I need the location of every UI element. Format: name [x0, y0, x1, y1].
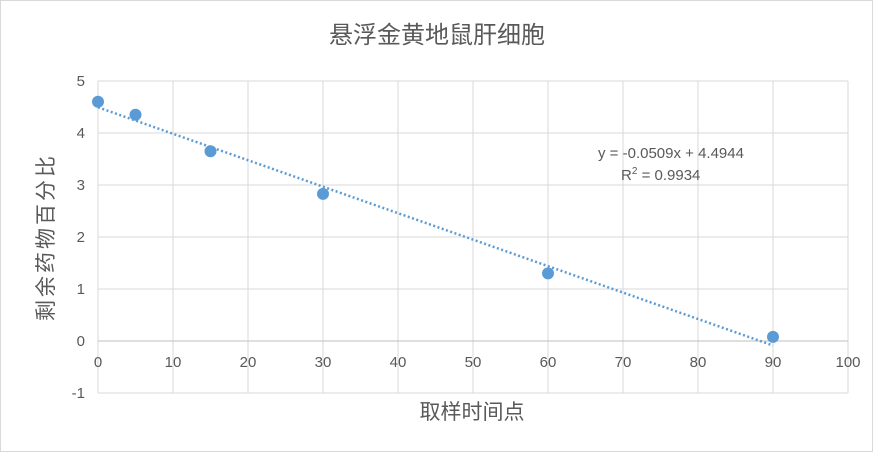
gridlines [97, 80, 849, 394]
data-point [92, 95, 104, 108]
y-tick-label: -1 [72, 385, 85, 402]
x-tick-labels: 0 10 20 30 40 50 60 70 80 90 100 [94, 354, 861, 371]
y-tick-label: 0 [77, 333, 85, 350]
x-tick-label: 60 [540, 354, 557, 371]
y-tick-label: 5 [77, 73, 85, 90]
y-tick-labels: -1 0 1 2 3 4 5 [72, 73, 85, 402]
trendline-equation: y = -0.0509x + 4.4944 [598, 145, 744, 162]
x-tick-label: 50 [465, 354, 482, 371]
x-tick-label: 30 [315, 354, 332, 371]
y-tick-label: 3 [77, 177, 85, 194]
x-tick-label: 20 [240, 354, 257, 371]
chart-title: 悬浮金黄地鼠肝细胞 [329, 21, 545, 49]
r-squared-value: = 0.9934 [637, 167, 700, 184]
r-squared-superscript: 2 [632, 166, 638, 177]
x-tick-label: 0 [94, 354, 102, 371]
x-tick-label: 80 [690, 354, 707, 371]
x-tick-label: 90 [765, 354, 782, 371]
data-point [317, 187, 329, 200]
y-tick-label: 2 [77, 229, 85, 246]
r-squared-label: R2 = 0.9934 [621, 166, 700, 184]
x-tick-label: 100 [835, 354, 860, 371]
r-squared-symbol: R [621, 167, 632, 184]
x-tick-label: 10 [165, 354, 182, 371]
data-point [204, 145, 217, 158]
trendline [97, 106, 774, 347]
data-points [92, 95, 779, 343]
y-tick-label: 4 [77, 125, 85, 142]
x-tick-label: 40 [390, 354, 407, 371]
data-point [767, 330, 779, 343]
data-point [129, 108, 142, 121]
trendline-group [97, 106, 774, 347]
y-axis-title: 剩余药物百分比 [34, 153, 58, 321]
x-tick-label: 70 [615, 354, 632, 371]
y-tick-label: 1 [77, 281, 85, 298]
x-axis-title: 取样时间点 [420, 400, 525, 424]
data-point [542, 267, 554, 280]
